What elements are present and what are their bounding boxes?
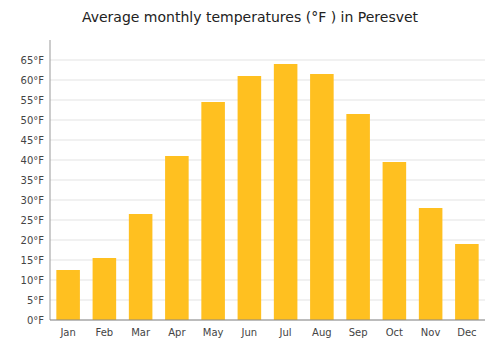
x-tick-label: May [203,327,224,338]
grid-line [50,160,485,161]
bar [455,244,479,320]
x-tick-label: Dec [457,327,476,338]
bar [346,114,370,320]
y-tick-label: 35°F [21,175,45,186]
x-tick-label: Aug [312,327,332,338]
grid-line [50,180,485,181]
x-axis-line [50,320,485,321]
x-tick-label: Sep [349,327,368,338]
y-tick-label: 5°F [27,295,44,306]
grid-line [50,320,485,321]
bar [56,270,80,320]
title: Average monthly temperatures (°F ) in Pe… [82,9,419,25]
grid-line [50,80,485,81]
bar [238,76,262,320]
x-tick-label: Jul [279,327,292,338]
chart-container: Average monthly temperatures (°F ) in Pe… [0,0,500,350]
y-tick-label: 40°F [21,155,45,166]
grid [50,60,485,320]
y-tick-label: 50°F [21,115,45,126]
grid-line [50,120,485,121]
bar [310,74,334,320]
bar [93,258,117,320]
bar [129,214,153,320]
grid-line [50,100,485,101]
bars [56,64,478,320]
grid-line [50,60,485,61]
x-tick-label: Nov [421,327,441,338]
grid-line [50,140,485,141]
x-tick-label: Feb [96,327,114,338]
grid-line [50,200,485,201]
y-tick-label: 20°F [21,235,45,246]
y-tick-label: 60°F [21,75,45,86]
y-tick-label: 10°F [21,275,45,286]
y-tick-label: 55°F [21,95,45,106]
y-tick-label: 25°F [21,215,45,226]
x-tick-label: Oct [386,327,403,338]
bar [383,162,407,320]
bar [165,156,189,320]
x-tick-label: Mar [131,327,151,338]
x-tick-label: Jun [241,327,258,338]
x-tick-label: Apr [168,327,186,338]
x-tick-label: Jan [59,327,75,338]
chart: Average monthly temperatures (°F ) in Pe… [0,0,500,350]
y-tick-label: 0°F [27,315,44,326]
y-tick-label: 15°F [21,255,45,266]
bar [419,208,443,320]
bar [274,64,298,320]
bar [201,102,225,320]
y-tick-label: 45°F [21,135,45,146]
y-axis-line [50,40,51,320]
y-tick-label: 65°F [21,55,45,66]
y-tick-label: 30°F [21,195,45,206]
